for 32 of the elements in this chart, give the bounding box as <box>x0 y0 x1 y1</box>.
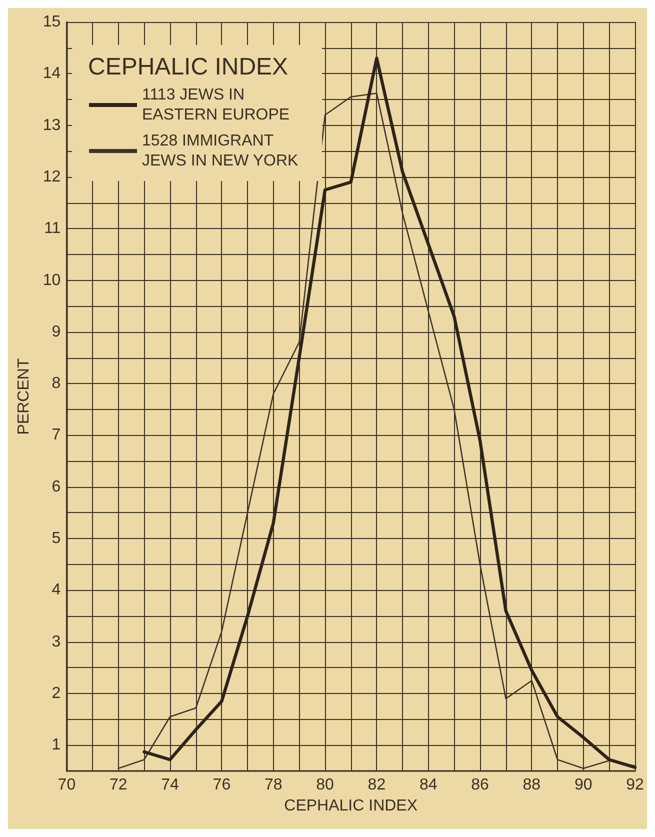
legend-label: 1528 IMMIGRANT JEWS IN NEW YORK <box>142 132 298 170</box>
y-tick-label: 1 <box>52 736 61 754</box>
y-tick-label: 8 <box>52 375 61 392</box>
y-axis-title: PERCENT <box>16 358 32 435</box>
y-tick-label: 5 <box>52 530 61 548</box>
x-tick-label: 70 <box>58 776 76 794</box>
x-tick-label: 84 <box>419 776 438 794</box>
legend-title: CEPHALIC INDEX <box>284 797 418 814</box>
y-tick-label: 11 <box>44 220 61 238</box>
y-tick-label: 9 <box>52 323 61 340</box>
x-tick-label: 80 <box>316 776 334 794</box>
y-tick-label: 4 <box>52 582 61 599</box>
x-axis-title: CEPHALIC INDEX <box>88 54 288 80</box>
x-tick-label: 86 <box>471 776 490 794</box>
y-tick-label: 6 <box>52 478 61 496</box>
x-tick-label: 78 <box>264 776 282 794</box>
x-tick-label: 88 <box>522 776 541 794</box>
x-tick-label: 76 <box>212 776 231 794</box>
y-tick-label: 3 <box>52 633 61 650</box>
x-tick-label: 90 <box>574 776 592 794</box>
y-tick-label: 12 <box>42 168 61 186</box>
x-tick-label: 92 <box>626 776 644 794</box>
x-tick-label: 74 <box>161 776 180 794</box>
y-tick-label: 2 <box>52 685 61 702</box>
x-tick-label: 82 <box>368 776 386 794</box>
y-tick-label: 14 <box>42 65 61 82</box>
y-tick-label: 15 <box>42 14 61 30</box>
y-tick-label: 10 <box>42 272 61 289</box>
x-tick-label: 72 <box>109 776 128 794</box>
legend-label: 1113 JEWS IN EASTERN EUROPE <box>142 86 290 124</box>
y-tick-label: 13 <box>42 116 61 134</box>
y-tick-label: 7 <box>52 426 61 444</box>
